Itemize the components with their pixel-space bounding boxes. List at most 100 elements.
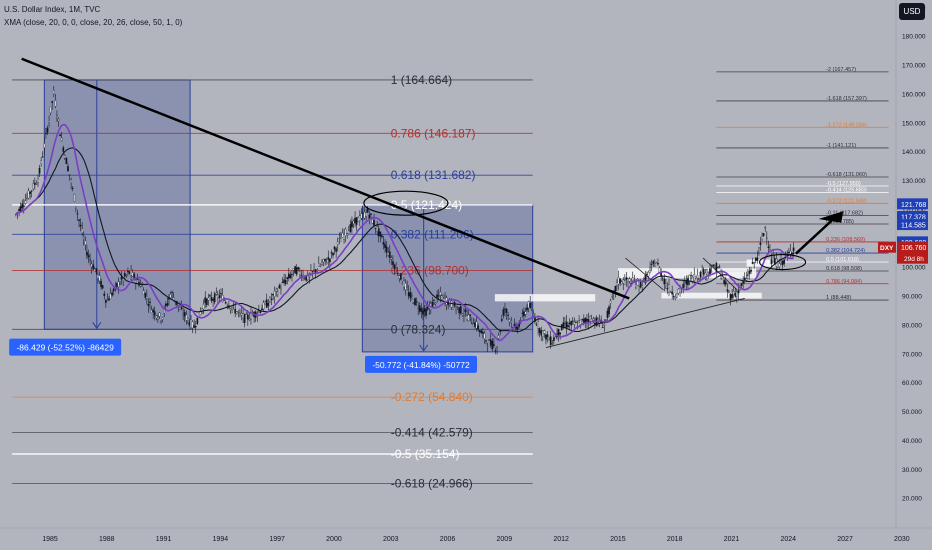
candle-body — [425, 308, 427, 316]
measure-arrowhead-0 — [92, 322, 102, 330]
candle-body — [489, 339, 492, 346]
candle-body — [611, 296, 614, 298]
candle-body — [571, 320, 574, 322]
y-tick-1: 180.000 — [902, 34, 926, 41]
candle-body — [535, 324, 538, 326]
candle-body — [676, 293, 678, 298]
fib-major-label-1: 0.786 (146.187) — [391, 126, 476, 140]
candle-body — [655, 262, 658, 265]
candle-body — [635, 284, 637, 288]
candle-body — [393, 264, 396, 270]
candle-body — [688, 274, 691, 282]
y-tick-7: 120.000 — [902, 207, 926, 214]
candle-body — [294, 266, 296, 274]
candle-body — [564, 323, 566, 325]
candle-body — [381, 235, 383, 238]
candle-body — [155, 315, 158, 319]
fib-minor-label-0: -2 (167.457) — [826, 67, 856, 73]
candle-body — [765, 237, 768, 239]
channel-line-a — [625, 257, 664, 291]
candle-body — [666, 288, 669, 290]
candle-body — [57, 118, 60, 122]
fib-minor-label-6: -0.414 (125.683) — [826, 188, 867, 194]
candle-body — [104, 299, 107, 303]
candle-body — [409, 292, 412, 298]
candle-body — [756, 257, 759, 261]
candle-body — [292, 268, 295, 271]
candle-body — [180, 307, 183, 309]
candle-body — [41, 156, 44, 158]
candle-body — [26, 197, 28, 199]
candle-body — [272, 294, 274, 296]
candle-body — [373, 220, 375, 226]
candle-body — [240, 313, 243, 316]
fib-major-label-6: 0 (78.324) — [391, 322, 446, 336]
fib-minor-label-13: 0.618 (98.508) — [826, 266, 862, 272]
candle-body — [370, 213, 372, 215]
candle-body — [363, 212, 366, 219]
candle-body — [442, 295, 445, 297]
candle-body — [455, 307, 457, 310]
candle-body — [734, 293, 737, 297]
candle-body — [276, 291, 279, 295]
candle-body — [554, 336, 557, 339]
candle-body — [377, 228, 380, 237]
candle-body — [278, 285, 281, 289]
candle-body — [418, 305, 421, 312]
candle-body — [120, 276, 123, 280]
candle-body — [297, 267, 300, 270]
candle-body — [452, 307, 454, 310]
candle-body — [724, 281, 727, 285]
candle-body — [269, 297, 271, 302]
candle-body — [262, 302, 265, 310]
ma-purple — [15, 123, 795, 342]
candle-body — [758, 247, 760, 249]
x-tick-7: 2006 — [440, 536, 456, 543]
candle-body — [283, 279, 285, 283]
candle-body — [628, 278, 631, 282]
candle-body — [788, 252, 790, 254]
candle-body — [51, 101, 54, 103]
candle-body — [494, 350, 497, 352]
fib-major-label-9: -0.5 (35.154) — [391, 447, 460, 461]
symbol-title[interactable]: U.S. Dollar Index, 1M, TVC — [4, 5, 101, 14]
indicator-legend[interactable]: XMA (close, 20, 0, 0, close, 20, 26, clo… — [4, 18, 183, 27]
candle-body — [86, 251, 88, 256]
candle-body — [210, 297, 213, 301]
candle-body — [374, 227, 377, 229]
candle-body — [234, 308, 237, 314]
ma-black — [15, 147, 794, 333]
candle-body — [594, 323, 596, 325]
candle-body — [152, 309, 155, 313]
currency-button[interactable]: USD — [899, 3, 925, 20]
candle-body — [403, 280, 405, 287]
fib-minor-label-14: 0.786 (94.084) — [826, 279, 862, 285]
candle-body — [275, 288, 278, 292]
candle-body — [777, 260, 779, 268]
fib-major-label-10: -0.618 (24.966) — [391, 476, 473, 490]
candle-body — [478, 330, 481, 333]
candle-body — [472, 324, 475, 327]
candle-body — [488, 339, 491, 341]
zone-1 — [617, 268, 757, 279]
candle-body — [327, 257, 330, 260]
candle-body — [584, 317, 587, 323]
candle-body — [504, 308, 506, 310]
y-tick-2: 170.000 — [902, 63, 926, 70]
candle-body — [480, 330, 483, 334]
candle-body — [75, 206, 77, 209]
candle-body — [549, 336, 552, 346]
candle-body — [246, 314, 249, 320]
price-label-box-0 — [897, 198, 928, 210]
candle-body — [589, 316, 591, 322]
candle-body — [696, 275, 699, 279]
fib-major-label-2: 0.618 (131.682) — [391, 168, 476, 182]
candle-body — [382, 242, 385, 245]
candle-body — [52, 90, 55, 94]
y-tick-3: 160.000 — [902, 91, 926, 98]
candle-body — [354, 217, 356, 224]
x-tick-4: 1997 — [269, 536, 285, 543]
candle-body — [420, 308, 423, 312]
candle-body — [619, 278, 621, 284]
